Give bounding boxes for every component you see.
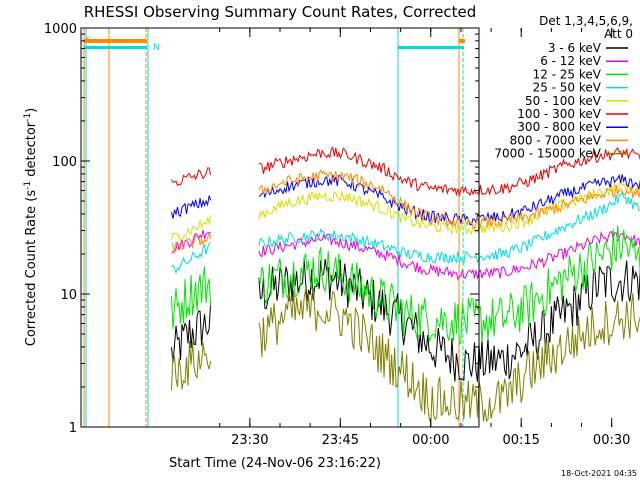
series-line-4 — [171, 180, 640, 242]
y-tick-label: 10 — [60, 288, 77, 303]
night-flag-bar — [398, 46, 464, 49]
x-axis-label: Start Time (24-Nov-06 23:16:22) — [169, 456, 381, 471]
series-line-7 — [171, 169, 640, 254]
legend-header-detectors: Det 1,3,4,5,6,9, — [539, 14, 633, 28]
x-tick-label: 23:30 — [231, 433, 268, 448]
x-tick-label: 00:00 — [412, 433, 449, 448]
series-line-5 — [171, 146, 640, 197]
night-flag-bar — [84, 46, 147, 49]
y-axis-label: Corrected Count Rate (s-1 detector-1) — [23, 108, 39, 346]
y-axis-label-sup1: -1 — [23, 181, 33, 190]
series-line-2 — [171, 225, 640, 346]
chart-title: RHESSI Observing Summary Count Rates, Co… — [84, 3, 477, 21]
x-tick-label: 00:30 — [593, 433, 630, 448]
legend-label-0: 3 - 6 keV — [548, 41, 602, 55]
y-tick-label: 100 — [52, 155, 77, 170]
y-axis: 1 10 100 1000 — [44, 22, 479, 436]
y-tick-label: 1 — [69, 421, 77, 436]
flag-label-n: N — [153, 43, 160, 53]
footer-timestamp: 18-Oct-2021 04:35 — [561, 469, 637, 478]
y-axis-label-part1: Corrected Count Rate (s — [24, 190, 39, 347]
legend-label-5: 100 - 300 keV — [517, 107, 601, 121]
x-tick-label: 00:15 — [502, 433, 539, 448]
legend-label-4: 50 - 100 keV — [525, 94, 602, 108]
y-axis-label-sup2: -1 — [23, 113, 33, 122]
series-line-8 — [171, 288, 640, 424]
series-line-3 — [171, 190, 640, 275]
legend-label-7: 800 - 7000 keV — [510, 133, 602, 147]
x-tick-label: 23:45 — [322, 433, 359, 448]
legend-header-attenuator: Att 0 — [604, 27, 633, 41]
legend-label-8: 7000 - 15000 keV — [494, 147, 601, 161]
saa-flag-bar — [84, 39, 147, 43]
y-axis-label-part3: ) — [24, 108, 39, 113]
y-tick-label: 1000 — [44, 22, 77, 37]
series-layer — [171, 146, 640, 424]
legend-label-2: 12 - 25 keV — [533, 67, 602, 81]
flag-bars: SN — [83, 28, 465, 427]
legend-label-1: 6 - 12 keV — [540, 54, 602, 68]
legend-label-3: 25 - 50 keV — [533, 81, 602, 95]
legend-label-6: 300 - 800 keV — [517, 120, 601, 134]
saa-flag-bar — [459, 39, 465, 43]
series-line-0 — [171, 257, 640, 382]
flag-label-s: S — [86, 36, 92, 46]
y-axis-label-part2: detector — [24, 121, 39, 181]
